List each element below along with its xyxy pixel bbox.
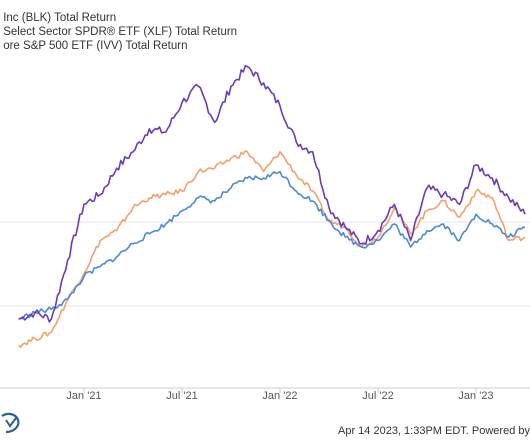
x-tick-label: Jan '21 <box>66 390 101 402</box>
series-line-ivv[interactable] <box>18 170 526 320</box>
x-tick-label: Jan '23 <box>458 390 493 402</box>
ycharts-logo-icon[interactable] <box>0 410 22 436</box>
x-axis-ticks: Jan '21 Jul '21 Jan '22 Jul '22 Jan '23 <box>66 388 494 402</box>
legend-label: ore S&P 500 ETF (IVV) Total Return <box>3 40 188 52</box>
legend-item-blk[interactable]: Inc (BLK) Total Return <box>0 11 116 25</box>
x-tick-label: Jan '22 <box>262 390 297 402</box>
legend-label: Select Sector SPDR® ETF (XLF) Total Retu… <box>3 26 238 38</box>
legend-item-xlf[interactable]: Select Sector SPDR® ETF (XLF) Total Retu… <box>0 25 237 39</box>
legend-item-ivv[interactable]: ore S&P 500 ETF (IVV) Total Return <box>0 39 188 53</box>
chart-footer: Apr 14 2023, 1:33PM EDT. Powered by <box>0 415 530 442</box>
x-tick-label: Jul '21 <box>166 390 197 402</box>
footer-attribution: Apr 14 2023, 1:33PM EDT. Powered by <box>338 425 530 437</box>
line-chart: Jan '21 Jul '21 Jan '22 Jul '22 Jan '23 <box>0 65 530 402</box>
chart-grid <box>0 221 530 389</box>
x-tick-label: Jul '22 <box>362 390 393 402</box>
chart-series-layer <box>18 65 526 348</box>
legend-label: Inc (BLK) Total Return <box>3 12 117 24</box>
chart-legend: Inc (BLK) Total Return Select Sector SPD… <box>0 0 530 56</box>
series-line-blk[interactable] <box>18 65 526 323</box>
series-line-xlf[interactable] <box>18 150 526 348</box>
